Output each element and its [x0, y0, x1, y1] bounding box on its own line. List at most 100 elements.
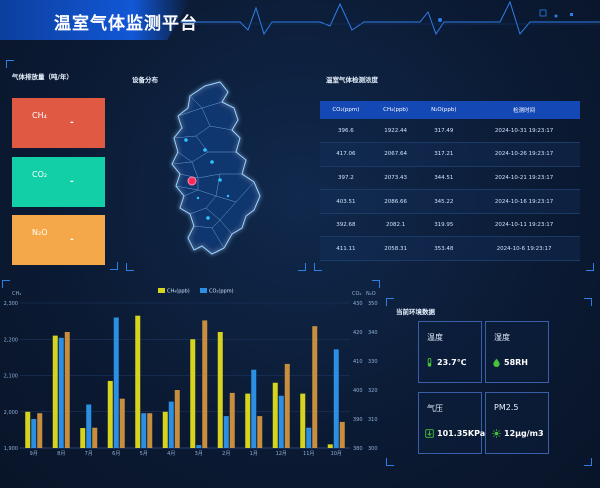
- table-cell: 2067.64: [371, 142, 420, 167]
- table-row: 392.68 2082.1 319.95 2024-10-11 19:23:17: [320, 213, 580, 238]
- bar: [339, 421, 345, 448]
- env-card-value: 101.35KPa: [437, 429, 486, 438]
- header-title-background: [0, 0, 190, 40]
- bar: [135, 315, 141, 448]
- gas-card-value: -: [70, 177, 74, 187]
- droplet-icon: [493, 358, 500, 367]
- bar: [92, 427, 98, 448]
- gas-card-name: CO₂: [32, 170, 48, 179]
- env-card-value: 23.7℃: [437, 358, 467, 367]
- bar: [284, 363, 290, 448]
- gas-card-ch4: CH₄ -: [12, 98, 105, 148]
- table-cell: 392.68: [320, 213, 372, 238]
- y-tick-label-left: 2,000: [4, 410, 18, 416]
- env-card-label: PM2.5: [494, 403, 519, 412]
- x-tick-label: 1月: [250, 451, 258, 457]
- gas-card-value: -: [70, 235, 74, 245]
- env-card-label: 湿度: [494, 333, 510, 342]
- map-panel: [126, 66, 306, 271]
- bar: [80, 428, 86, 448]
- table-cell: 1922.44: [371, 119, 420, 144]
- table-cell: 2086.66: [371, 189, 420, 214]
- bar: [86, 404, 92, 448]
- table-row: 403.51 2086.66 345.22 2024-10-16 19:23:17: [320, 189, 580, 214]
- map-marker-active[interactable]: [187, 176, 197, 186]
- bar: [202, 320, 208, 448]
- bar: [272, 382, 278, 448]
- bar: [37, 413, 43, 448]
- bar: [333, 349, 339, 448]
- table-row: 396.6 1922.44 317.49 2024-10-31 19:23:17: [320, 119, 580, 144]
- env-card-humidity: 湿度 58RH: [485, 321, 549, 383]
- y-tick-label-co2: 410: [353, 359, 363, 365]
- table-header-row: CO₂(ppm) CH₄(ppb) N₂O(ppb) 检测时间: [320, 101, 580, 119]
- env-card-label: 气压: [427, 404, 443, 413]
- x-tick-label: 9月: [30, 451, 38, 457]
- y-tick-label-n2o: 310: [368, 417, 378, 423]
- bar: [168, 401, 174, 448]
- bar: [196, 445, 202, 448]
- bar: [300, 393, 306, 448]
- y-tick-label-n2o: 340: [368, 330, 378, 336]
- bar: [312, 326, 318, 448]
- x-tick-label: 2月: [222, 451, 230, 457]
- table-panel-title: 温室气体检测浓度: [326, 76, 378, 84]
- x-tick-label: 3月: [195, 451, 203, 457]
- sun-icon: [492, 429, 501, 438]
- table-cell: 2024-10-16 19:23:17: [468, 189, 580, 214]
- gauge-icon: [425, 429, 434, 438]
- table-row: 417.06 2067.64 317.21 2024-10-26 19:23:17: [320, 142, 580, 167]
- map-region-outline: [171, 81, 261, 255]
- x-tick-label: 10月: [331, 451, 342, 457]
- table-cell: 403.51: [320, 189, 372, 214]
- map-device-markers: [184, 138, 230, 220]
- device-map: [171, 81, 261, 255]
- env-card-value: 58RH: [504, 358, 528, 367]
- table-cell: 2024-10-26 19:23:17: [468, 142, 580, 167]
- bar: [327, 444, 333, 448]
- y-tick-label-n2o: 350: [368, 301, 378, 307]
- trend-chart-panel: [2, 280, 380, 466]
- legend-label: CH₄(ppb): [167, 289, 190, 295]
- bar: [229, 392, 235, 448]
- y-tick-label-n2o: 330: [368, 359, 378, 365]
- x-tick-label: 5月: [140, 451, 148, 457]
- y-tick-label-left: 2,100: [4, 374, 18, 380]
- y-tick-label-co2: 390: [353, 417, 363, 423]
- header: 温室气体监测平台: [0, 0, 600, 40]
- bar: [306, 427, 312, 448]
- table-cell: 2024-10-21 19:23:17: [468, 166, 580, 191]
- x-tick-label: 8月: [57, 451, 65, 457]
- right-axis-label-co2: CO₂: [352, 291, 361, 297]
- env-card-value: 12μg/m3: [504, 429, 544, 438]
- y-tick-label-left: 2,300: [4, 301, 18, 307]
- gas-card-co2: CO₂ -: [12, 157, 105, 207]
- right-axis-label-n2o: N₂O: [366, 291, 376, 297]
- table-cell: 2082.1: [371, 213, 420, 238]
- bar: [52, 335, 58, 448]
- env-card-pm25: PM2.5 12μg/m3: [485, 392, 549, 454]
- x-tick-label: 4月: [167, 451, 175, 457]
- bar: [251, 369, 257, 448]
- env-card-temperature: 温度 23.7℃: [418, 321, 482, 383]
- bar: [245, 393, 251, 448]
- env-card-pressure: 气压 101.35KPa: [418, 392, 486, 454]
- table-cell: 345.22: [419, 189, 469, 214]
- table-row: 397.2 2073.43 344.51 2024-10-21 19:23:17: [320, 166, 580, 191]
- y-tick-label-co2: 400: [353, 388, 363, 394]
- bar: [278, 395, 284, 448]
- y-tick-label-co2: 380: [353, 446, 363, 452]
- bar: [58, 337, 64, 448]
- env-card-label: 温度: [427, 333, 443, 342]
- y-tick-label-left: 1,900: [4, 446, 18, 452]
- y-tick-label-n2o: 300: [368, 446, 378, 452]
- gas-card-name: N₂O: [32, 228, 48, 237]
- x-tick-label: 12月: [276, 451, 287, 457]
- legend-swatch: [200, 288, 207, 293]
- left-axis-label: CH₄: [12, 291, 21, 297]
- table-cell: 417.06: [320, 142, 372, 167]
- thermometer-icon: [427, 358, 432, 367]
- header-wave-decoration: [180, 0, 600, 36]
- bar: [257, 416, 263, 448]
